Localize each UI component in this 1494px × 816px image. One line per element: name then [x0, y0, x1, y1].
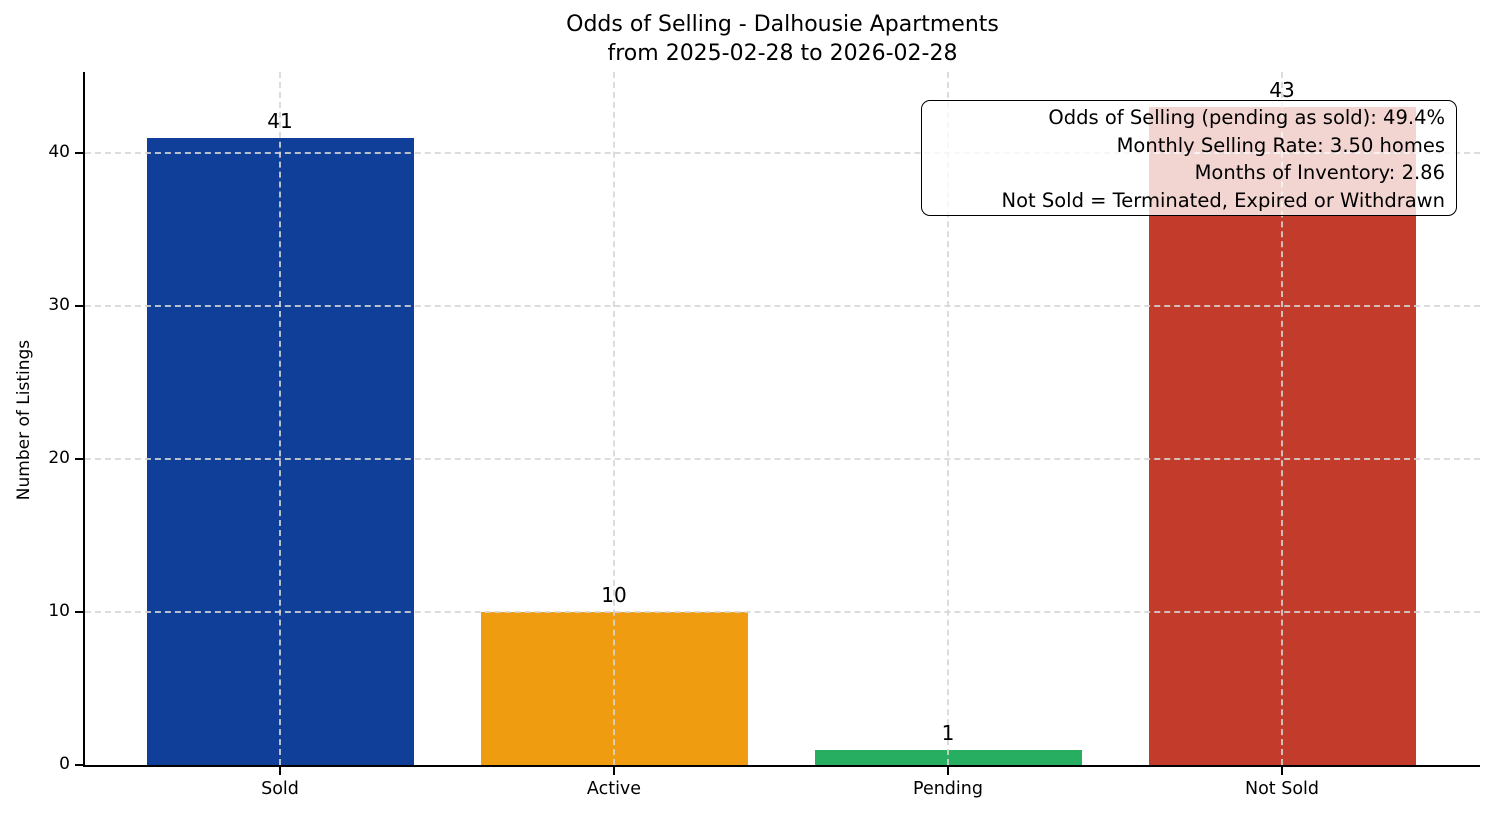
bar-value-label: 41	[267, 108, 293, 133]
horizontal-gridline	[85, 152, 1480, 155]
vertical-gridline	[947, 72, 949, 765]
annotation-odds-of-selling: Odds of Selling (pending as sold): 49.4%	[1048, 106, 1445, 129]
chart-subtitle: from 2025-02-28 to 2026-02-28	[607, 41, 958, 66]
horizontal-gridline	[85, 305, 1480, 308]
x-tick-label-sold: Sold	[261, 779, 299, 799]
chart-title: Odds of Selling - Dalhousie Apartments	[566, 12, 999, 37]
horizontal-gridline	[85, 458, 1480, 461]
vertical-gridline	[1281, 72, 1283, 765]
y-tick-mark	[75, 152, 83, 155]
vertical-gridline	[613, 72, 615, 765]
x-tick-mark	[279, 767, 281, 775]
y-tick-mark	[75, 764, 83, 766]
y-tick-label: 20	[48, 448, 70, 469]
x-tick-mark	[613, 767, 615, 775]
y-tick-label: 10	[48, 601, 70, 622]
annotation-months-of-inventory: Months of Inventory: 2.86	[1194, 161, 1445, 184]
y-tick-mark	[75, 611, 83, 614]
x-tick-mark	[947, 767, 949, 775]
stats-annotation-box: Odds of Selling (pending as sold): 49.4%…	[921, 100, 1457, 216]
bar-value-label: 1	[941, 720, 955, 745]
horizontal-gridline	[85, 611, 1480, 614]
annotation-not-sold-definition: Not Sold = Terminated, Expired or Withdr…	[1001, 188, 1445, 212]
vertical-gridline	[279, 72, 281, 765]
chart-title-block: Odds of Selling - Dalhousie Apartments f…	[85, 10, 1480, 68]
x-tick-label-not-sold: Not Sold	[1244, 779, 1319, 799]
y-axis-label: Number of Listings	[14, 339, 34, 501]
y-tick-mark	[75, 305, 83, 308]
y-tick-label: 40	[48, 142, 70, 163]
y-tick-label: 0	[59, 754, 70, 774]
y-tick-label: 30	[48, 295, 70, 316]
x-axis-spine	[83, 765, 1480, 767]
annotation-monthly-selling-rate: Monthly Selling Rate: 3.50 homes	[1116, 133, 1445, 157]
bar-value-label: 43	[1269, 78, 1295, 103]
x-tick-label-pending: Pending	[913, 779, 983, 799]
x-tick-mark	[1281, 767, 1283, 775]
y-axis-spine	[83, 72, 85, 767]
y-tick-mark	[75, 458, 83, 461]
bar-value-label: 10	[601, 583, 627, 608]
x-tick-label-active: Active	[586, 779, 642, 799]
